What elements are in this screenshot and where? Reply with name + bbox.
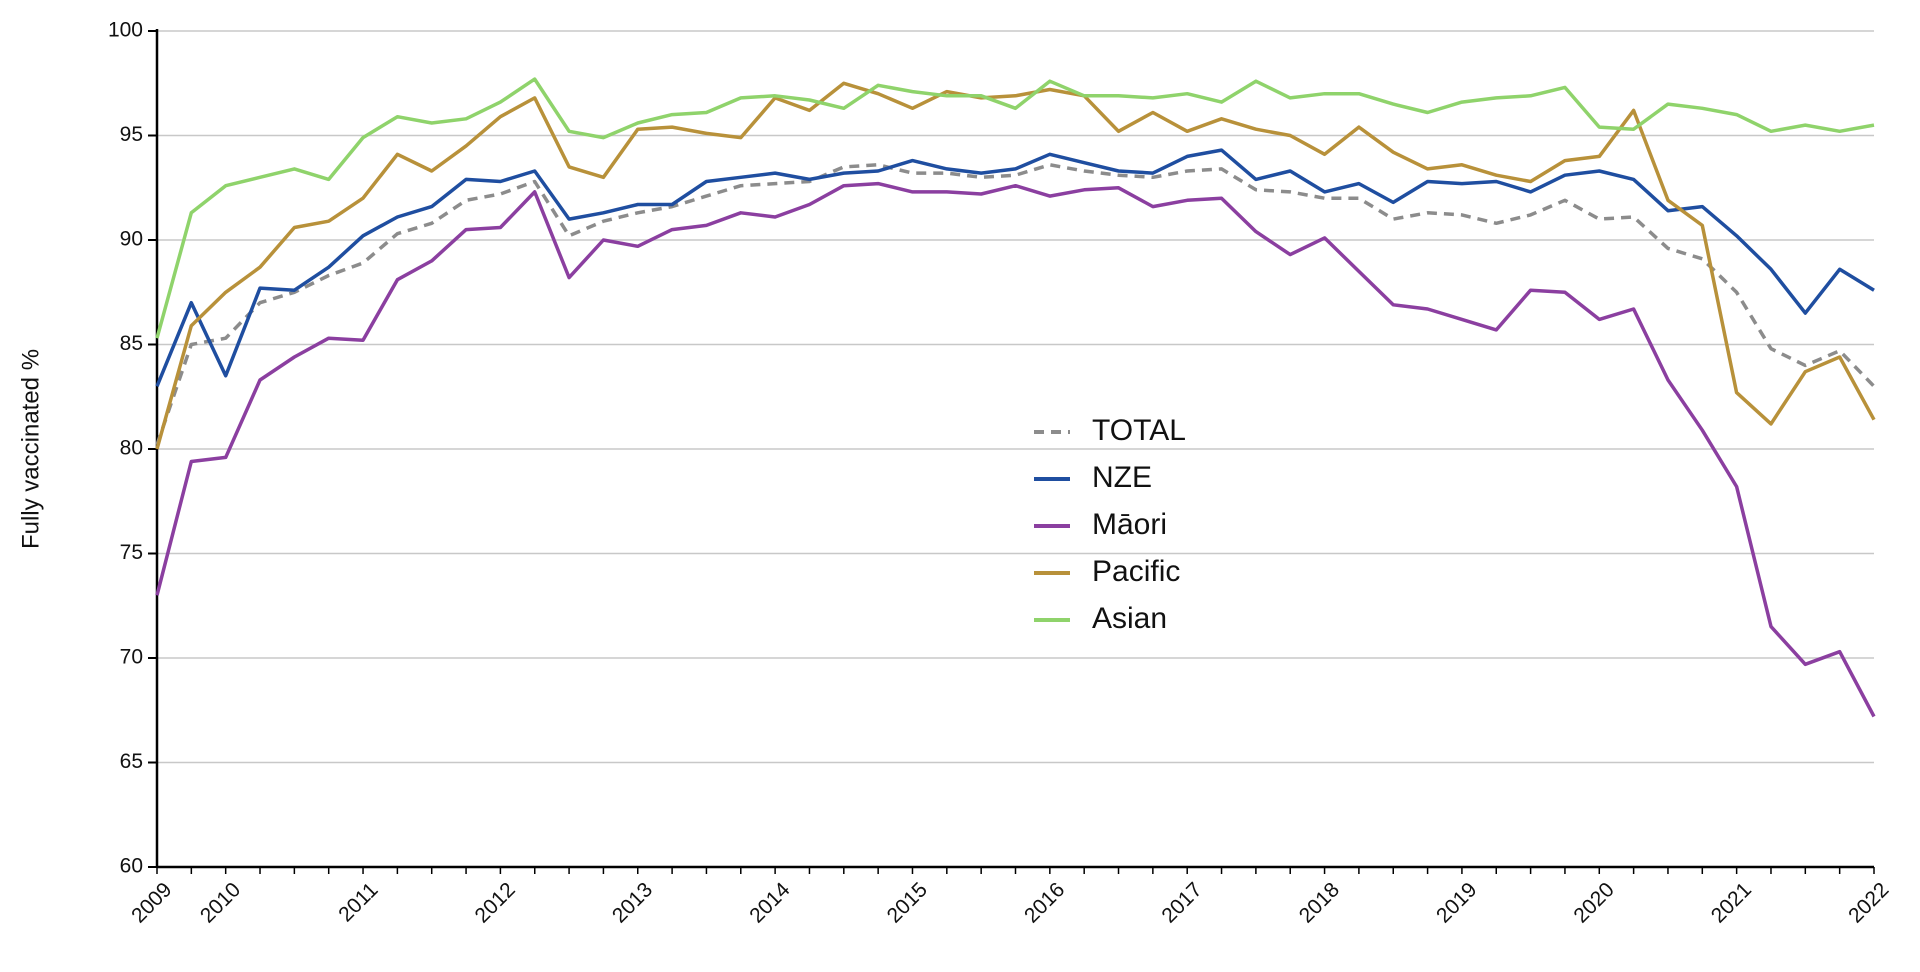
series-line	[155, 77, 1875, 339]
y-tick-label: 80	[120, 437, 143, 460]
y-tick-label: 90	[120, 228, 143, 251]
legend-label: Māori	[1092, 508, 1167, 541]
y-tick-label: 60	[120, 855, 143, 878]
x-tick-label: 2012	[471, 878, 520, 927]
series-line	[155, 81, 1876, 450]
y-tick-label: 70	[120, 646, 143, 669]
legend-label: NZE	[1092, 461, 1152, 494]
x-tick-label: 2016	[1020, 878, 1069, 927]
x-tick-label: 2014	[745, 878, 795, 928]
legend-label: Asian	[1092, 602, 1167, 635]
series-line	[155, 148, 1875, 387]
x-tick-label: 2010	[196, 878, 245, 927]
y-axis-title: Fully vaccinated %	[17, 349, 44, 549]
x-tick-label: 2011	[334, 878, 382, 926]
legend-label: TOTAL	[1092, 414, 1186, 447]
y-tick-label: 75	[120, 541, 143, 564]
x-tick-label: 2015	[883, 878, 932, 927]
x-tick-label: 2009	[127, 878, 176, 927]
y-tick-label: 65	[120, 750, 143, 773]
x-tick-label: 2013	[608, 878, 657, 927]
x-tick-label: 2018	[1295, 878, 1344, 927]
x-tick-label: 2017	[1157, 878, 1206, 927]
series-line	[155, 181, 1876, 718]
x-tick-label: 2022	[1844, 878, 1893, 927]
y-tick-label: 95	[120, 123, 143, 146]
y-tick-label: 85	[120, 332, 143, 355]
x-tick-label: 2020	[1569, 878, 1618, 927]
series-line	[155, 163, 1876, 446]
x-tick-label: 2019	[1432, 878, 1481, 927]
y-tick-label: 100	[108, 19, 143, 42]
legend-label: Pacific	[1092, 555, 1180, 588]
x-tick-label: 2021	[1707, 878, 1756, 927]
